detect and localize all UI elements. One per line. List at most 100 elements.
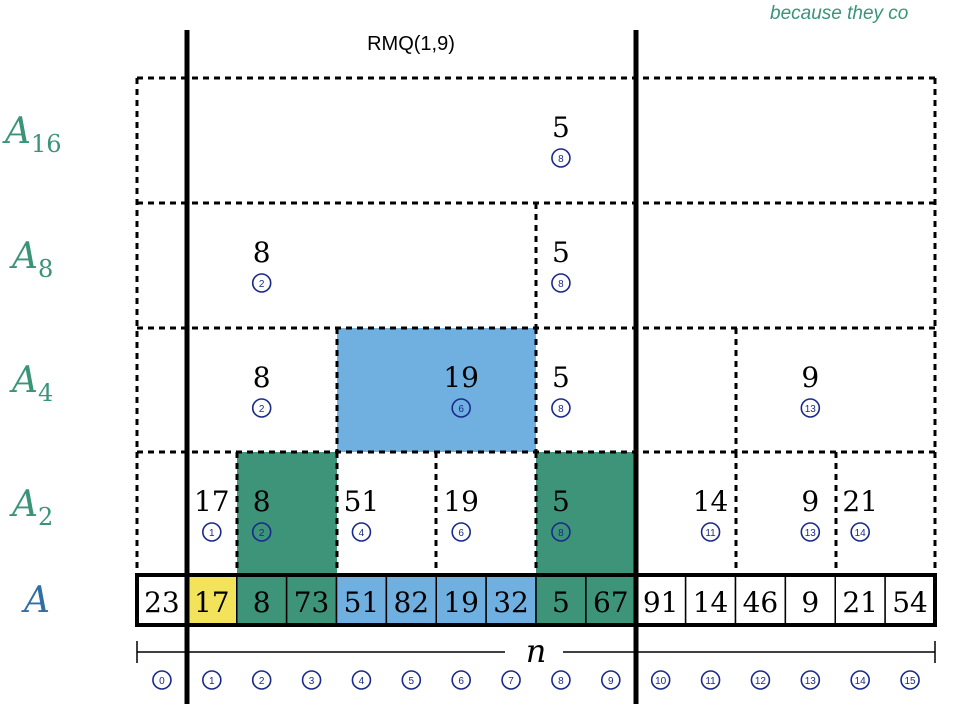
entry-value: 5 bbox=[552, 485, 570, 518]
entry-index: 2 bbox=[259, 404, 265, 415]
table-entry-a2: 82 bbox=[251, 485, 272, 542]
array-value: 51 bbox=[344, 586, 380, 619]
array-value: 46 bbox=[743, 586, 779, 619]
index-marker: 10 bbox=[650, 670, 671, 690]
entry-value: 17 bbox=[194, 485, 230, 518]
length-label: n bbox=[526, 632, 547, 670]
entry-value: 14 bbox=[693, 485, 729, 518]
table-entry-a8: 58 bbox=[551, 236, 571, 293]
table-entry-a8: 82 bbox=[251, 236, 272, 293]
entry-value: 8 bbox=[253, 485, 271, 518]
level-grid bbox=[135, 76, 937, 574]
entry-value: 5 bbox=[552, 111, 570, 144]
entry-index: 2 bbox=[259, 279, 265, 290]
array-cell: 14 bbox=[684, 574, 737, 626]
entry-index: 8 bbox=[558, 528, 564, 539]
entry-index: 2 bbox=[259, 528, 265, 539]
index-marker: 5 bbox=[401, 670, 422, 690]
index-label: 15 bbox=[905, 676, 917, 687]
entry-index: 8 bbox=[558, 279, 564, 290]
array-cell: 67 bbox=[585, 574, 637, 626]
index-marker: 4 bbox=[351, 670, 372, 690]
table-entry-a2: 14 11 bbox=[693, 485, 729, 542]
index-marker: 11 bbox=[700, 670, 721, 690]
array-cell: 51 bbox=[335, 574, 388, 626]
entry-value: 5 bbox=[552, 236, 570, 269]
table-entry-a2: 9 13 bbox=[800, 485, 821, 542]
index-label: 8 bbox=[558, 676, 564, 687]
row-label-a: A bbox=[21, 580, 50, 621]
array-cell: 19 bbox=[435, 574, 487, 626]
a4-highlight-block bbox=[337, 328, 536, 452]
array-cell: 9 bbox=[784, 574, 836, 626]
table-entry-a2: 17 1 bbox=[194, 485, 230, 542]
entry-index: 1 bbox=[209, 528, 215, 539]
entry-index: 6 bbox=[458, 528, 464, 539]
array-cell: 32 bbox=[485, 574, 537, 626]
query-label: RMQ(1,9) bbox=[367, 33, 455, 55]
array-border bbox=[135, 573, 937, 627]
index-marker: 8 bbox=[551, 670, 571, 690]
array-value: 54 bbox=[892, 586, 928, 619]
entry-index: 11 bbox=[705, 528, 716, 539]
array-cell: 21 bbox=[834, 574, 886, 626]
entry-value: 21 bbox=[842, 485, 878, 518]
caption-text: because they co bbox=[770, 3, 908, 24]
index-marker: 3 bbox=[301, 670, 322, 690]
table-entry-a4: 58 bbox=[551, 361, 571, 418]
highlight-regions bbox=[237, 328, 636, 574]
entry-index: 14 bbox=[855, 528, 867, 539]
index-marker: 0 bbox=[152, 670, 172, 690]
array-cells: 23 17 8 73 51 82 19 32 5 67 91 14 46 9 21 54 bbox=[135, 573, 937, 627]
index-marker: 9 bbox=[601, 670, 621, 690]
entry-index: 13 bbox=[805, 404, 817, 415]
table-entry-a2: 51 4 bbox=[344, 485, 379, 542]
index-label: 1 bbox=[209, 676, 215, 687]
row-label-a8: A8 bbox=[9, 236, 53, 283]
array-value: 9 bbox=[801, 586, 819, 619]
row-label-a16: A16 bbox=[2, 111, 62, 158]
array-cell: 8 bbox=[236, 574, 288, 626]
index-label: 2 bbox=[259, 676, 265, 687]
entry-index: 6 bbox=[458, 404, 464, 415]
index-label: 11 bbox=[705, 676, 716, 687]
entry-value: 19 bbox=[443, 361, 479, 394]
index-marker: 6 bbox=[451, 670, 471, 690]
array-value: 82 bbox=[393, 586, 429, 619]
entry-index: 4 bbox=[359, 528, 365, 539]
entry-value: 8 bbox=[253, 361, 271, 394]
array-value: 23 bbox=[144, 586, 180, 619]
array-value: 14 bbox=[693, 586, 729, 619]
index-label: 5 bbox=[409, 676, 415, 687]
entry-value: 9 bbox=[801, 361, 819, 394]
array-cell: 73 bbox=[285, 574, 338, 626]
array-cell: 17 bbox=[186, 574, 238, 626]
row-labels: A16 A8 A4 A2 A bbox=[2, 111, 62, 621]
index-marker: 1 bbox=[202, 670, 222, 690]
index-label: 4 bbox=[359, 676, 365, 687]
array-value: 17 bbox=[194, 586, 230, 619]
array-value: 21 bbox=[842, 586, 878, 619]
index-row: 0 1 2 3 4 5 6 7 8 9 10 11 12 13 14 15 bbox=[152, 670, 920, 690]
table-entry-a2: 58 bbox=[551, 485, 571, 542]
entry-value: 9 bbox=[801, 485, 819, 518]
index-marker: 13 bbox=[800, 670, 821, 690]
array-value: 73 bbox=[294, 586, 330, 619]
entry-index: 8 bbox=[558, 404, 564, 415]
array-value: 32 bbox=[493, 586, 529, 619]
index-marker: 7 bbox=[501, 670, 521, 690]
row-label-a2: A2 bbox=[9, 484, 53, 531]
array-cell: 54 bbox=[884, 574, 936, 626]
table-entry-a2: 19 6 bbox=[443, 485, 479, 542]
index-label: 13 bbox=[805, 676, 817, 687]
array-cell: 5 bbox=[535, 574, 587, 626]
index-label: 9 bbox=[608, 676, 614, 687]
query-range-bars bbox=[184, 30, 639, 704]
entry-index: 13 bbox=[805, 528, 817, 539]
index-marker: 15 bbox=[900, 670, 920, 690]
array-cell: 91 bbox=[635, 574, 687, 626]
index-label: 0 bbox=[159, 676, 165, 687]
index-label: 10 bbox=[655, 676, 667, 687]
table-entry-a4: 9 13 bbox=[800, 361, 821, 418]
